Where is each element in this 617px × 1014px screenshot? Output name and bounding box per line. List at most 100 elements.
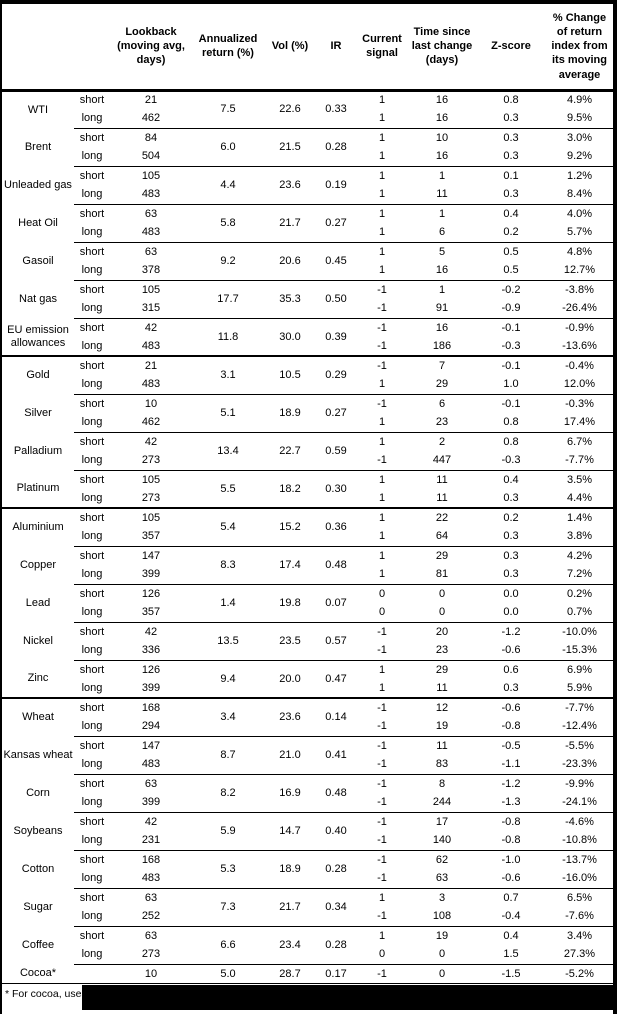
current-signal-value: 0 xyxy=(378,948,386,961)
pct-change-value: 4.9% xyxy=(546,89,613,109)
table-row: Soybeans short 42 5.9 14.7 0.40 -1 17 -0.8 -4.6% xyxy=(2,811,613,850)
current-signal-value: -1 xyxy=(356,697,408,717)
time-since-value: 19 xyxy=(408,925,476,945)
lookback-value: 315 xyxy=(141,302,161,315)
time-since-value: 16 xyxy=(408,89,476,109)
pct-change-value: 7.2% xyxy=(566,568,593,581)
table-row: Cotton short 168 5.3 18.9 0.28 -1 62 -1.0 -13.7% xyxy=(2,849,613,888)
z-score-value: 0.3 xyxy=(476,127,546,147)
table-row: Palladium short 42 13.4 22.7 0.59 1 2 0.8 6.7% xyxy=(2,431,613,470)
current-signal-value: -1 xyxy=(356,849,408,869)
table-row: long 399 -1 244 -1.3 -24.1% xyxy=(2,793,613,812)
current-signal-value: 1 xyxy=(378,112,386,125)
time-since-value: 2 xyxy=(408,431,476,451)
pct-change-value: -7.6% xyxy=(565,910,594,923)
term-label: short xyxy=(74,355,110,375)
table-row: long 273 1 11 0.3 4.4% xyxy=(2,489,613,508)
current-signal-value: -1 xyxy=(377,302,387,315)
commodity-name: Zinc xyxy=(27,672,49,685)
pct-change-value: 4.2% xyxy=(546,545,613,565)
pct-change-value: -13.7% xyxy=(546,849,613,869)
vol-value: 14.7 xyxy=(264,811,316,850)
commodity-name: Aluminium xyxy=(2,507,74,546)
time-since-value: 23 xyxy=(435,416,449,429)
current-signal-value: -1 xyxy=(377,796,387,809)
lookback-value: 42 xyxy=(110,621,192,641)
time-since-value: 11 xyxy=(408,735,476,755)
z-score-value: -0.8 xyxy=(476,811,546,831)
current-signal-value: 1 xyxy=(378,491,386,504)
lookback-value: 21 xyxy=(110,89,192,109)
ir-value: 0.28 xyxy=(316,925,356,964)
lookback-value: 42 xyxy=(110,317,192,337)
header-annualized-return: Annualized return (%) xyxy=(192,4,264,92)
commodity-name: Heat Oil xyxy=(18,216,58,229)
vol-value: 18.9 xyxy=(264,849,316,888)
time-since-value: 22 xyxy=(408,507,476,527)
lookback-value: 105 xyxy=(110,469,192,489)
z-score-value: 0.3 xyxy=(503,491,519,504)
pct-change-value: 6.5% xyxy=(546,887,613,907)
current-signal-value: 1 xyxy=(378,188,386,201)
lookback-value: 462 xyxy=(141,112,161,125)
term-label: short xyxy=(74,621,110,641)
ir-value: 0.17 xyxy=(316,963,356,983)
current-signal-value: 1 xyxy=(356,507,408,527)
ir-value: 0.27 xyxy=(316,393,356,432)
lookback-value: 63 xyxy=(110,773,192,793)
vol-value: 23.6 xyxy=(264,165,316,204)
z-score-value: -1.2 xyxy=(476,621,546,641)
current-signal-value: 1 xyxy=(356,431,408,451)
pct-change-value: 1.4% xyxy=(546,507,613,527)
time-since-value: 5 xyxy=(408,241,476,261)
ir-value: 0.29 xyxy=(316,355,356,394)
commodity-name: Corn xyxy=(26,786,50,799)
term-label: short xyxy=(74,507,110,527)
table-row: Gasoil short 63 9.2 20.6 0.45 1 5 0.5 4.8% xyxy=(2,241,613,280)
z-score-value: 0.3 xyxy=(503,681,519,694)
term-label: long xyxy=(81,454,103,467)
time-since-value: 23 xyxy=(435,644,449,657)
time-since-value: 11 xyxy=(436,491,448,504)
current-signal-value: -1 xyxy=(356,621,408,641)
z-score-value: -0.6 xyxy=(501,644,521,657)
current-signal-value: 1 xyxy=(378,264,386,277)
table-row: long 357 0 0 0.0 0.7% xyxy=(2,603,613,622)
pct-change-value: 12.0% xyxy=(563,378,596,391)
pct-change-value: 27.3% xyxy=(563,948,596,961)
current-signal-value: -1 xyxy=(356,773,408,793)
current-signal-value: -1 xyxy=(377,872,387,885)
lookback-value: 21 xyxy=(110,355,192,375)
table-row: Sugar short 63 7.3 21.7 0.34 1 3 0.7 6.5% xyxy=(2,887,613,926)
table-row: long 273 -1 447 -0.3 -7.7% xyxy=(2,451,613,470)
term-label: short xyxy=(74,241,110,261)
pct-change-value: -13.6% xyxy=(562,339,597,352)
vol-value: 20.0 xyxy=(264,659,316,698)
time-since-value: 29 xyxy=(435,378,449,391)
pct-change-value: -0.4% xyxy=(546,355,613,375)
pct-change-value: -5.5% xyxy=(546,735,613,755)
z-score-value: 0.3 xyxy=(476,545,546,565)
annualized-return-value: 7.5 xyxy=(192,89,264,128)
term-label: long xyxy=(81,491,103,504)
time-since-value: 11 xyxy=(408,469,476,489)
pct-change-value: -0.3% xyxy=(546,393,613,413)
lookback-value: 483 xyxy=(141,872,161,885)
pct-change-value: 12.7% xyxy=(563,264,596,277)
z-score-value: 0.4 xyxy=(476,469,546,489)
z-score-value: -0.9 xyxy=(501,302,521,315)
time-since-value: 20 xyxy=(408,621,476,641)
z-score-value: -0.1 xyxy=(476,393,546,413)
z-score-value: 0.2 xyxy=(476,507,546,527)
pct-change-value: 3.5% xyxy=(546,469,613,489)
table-row: Wheat short 168 3.4 23.6 0.14 -1 12 -0.6 -7.7% xyxy=(2,697,613,736)
term-label: short xyxy=(74,773,110,793)
lookback-value: 10 xyxy=(110,393,192,413)
annualized-return-value: 17.7 xyxy=(192,279,264,318)
current-signal-value: 1 xyxy=(356,925,408,945)
pct-change-value: -3.8% xyxy=(546,279,613,299)
pct-change-value: 17.4% xyxy=(563,416,596,429)
current-signal-value: -1 xyxy=(377,454,387,467)
pct-change-value: -23.3% xyxy=(562,758,597,771)
current-signal-value: 1 xyxy=(378,568,386,581)
